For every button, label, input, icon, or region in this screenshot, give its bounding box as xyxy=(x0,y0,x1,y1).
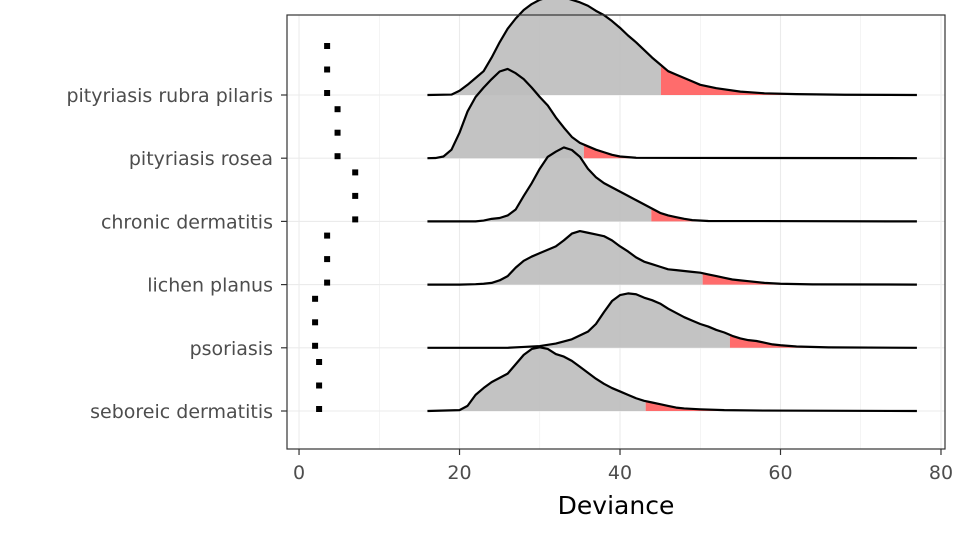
y-tick-label: chronic dermatitis xyxy=(101,211,273,233)
data-point xyxy=(316,382,323,389)
density-line-0 xyxy=(427,346,917,413)
data-point xyxy=(324,43,331,49)
data-point xyxy=(352,192,359,199)
data-point xyxy=(312,342,319,349)
density-tail-0 xyxy=(645,401,917,411)
density-tail-2 xyxy=(702,273,917,285)
data-point xyxy=(324,232,331,239)
x-tick-label: 20 xyxy=(447,462,471,484)
data-point xyxy=(324,279,331,286)
density-body-5 xyxy=(427,0,661,95)
data-point xyxy=(324,90,331,96)
density-line-3 xyxy=(427,146,917,223)
y-tick-label: pityriasis rubra pilaris xyxy=(66,85,273,107)
x-tick-label: 60 xyxy=(768,462,792,484)
density-line-4 xyxy=(427,67,917,160)
density-line-5 xyxy=(427,0,917,97)
data-point xyxy=(352,216,359,223)
data-point xyxy=(324,256,331,263)
x-tick-label: 80 xyxy=(929,462,953,484)
y-tick-label: seboreic dermatitis xyxy=(90,401,273,423)
x-tick-label: 40 xyxy=(608,462,632,484)
density-tail-3 xyxy=(651,208,917,222)
y-tick-label: pityriasis rosea xyxy=(129,148,273,170)
density-line-1 xyxy=(427,292,917,349)
axes: seboreic dermatitis psoriasis lichen planu… xyxy=(66,85,953,484)
data-point xyxy=(324,66,331,73)
points xyxy=(312,43,359,412)
plot-panel-border xyxy=(286,14,946,450)
ridges xyxy=(427,0,917,413)
y-tick-label: psoriasis xyxy=(190,338,273,360)
x-tick-label: 0 xyxy=(293,462,305,484)
data-point xyxy=(316,359,323,365)
density-body-0 xyxy=(427,347,646,411)
data-point xyxy=(334,153,341,160)
data-point xyxy=(316,406,323,412)
data-point xyxy=(352,169,359,176)
density-tail-1 xyxy=(729,334,917,348)
density-tail-5 xyxy=(660,65,917,95)
data-point xyxy=(312,295,319,302)
data-point xyxy=(334,129,341,136)
data-point xyxy=(312,319,319,326)
density-body-3 xyxy=(427,147,652,222)
density-body-1 xyxy=(427,293,730,348)
density-body-4 xyxy=(427,68,584,159)
data-point xyxy=(334,106,341,113)
y-tick-label: lichen planus xyxy=(147,275,273,297)
x-axis-title: Deviance xyxy=(558,491,675,520)
density-body-2 xyxy=(427,231,703,285)
density-line-2 xyxy=(427,229,917,286)
